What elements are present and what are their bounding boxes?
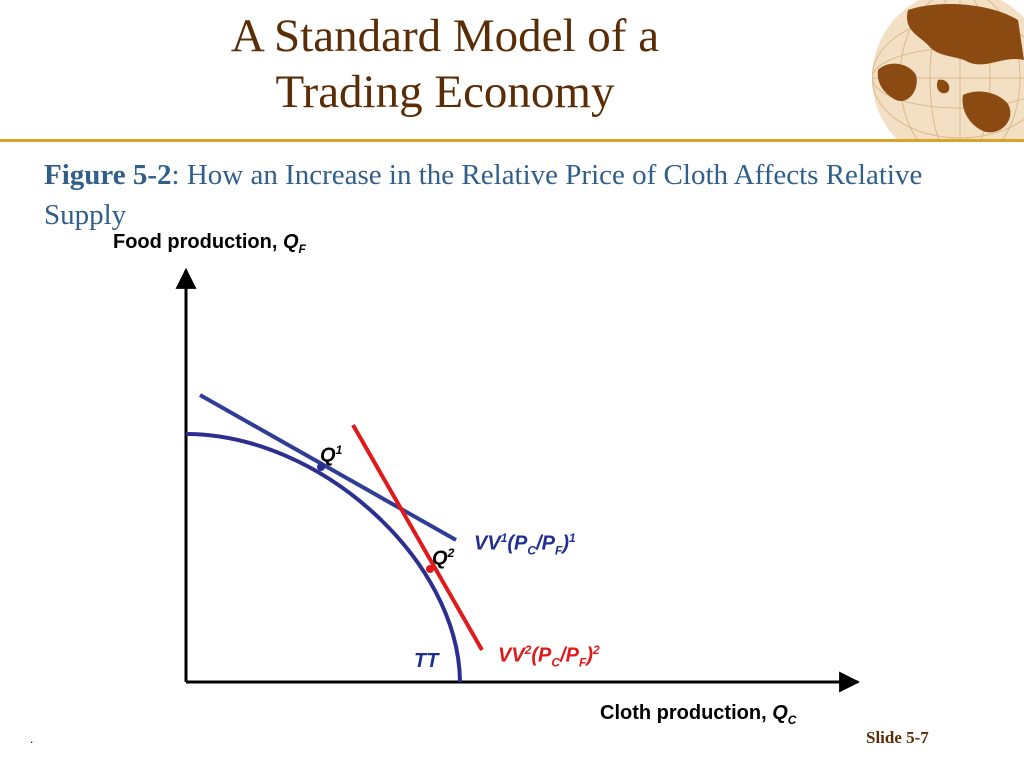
- vv1-line: [199, 393, 457, 542]
- figure-caption: Figure 5-2: How an Increase in the Relat…: [44, 155, 1004, 235]
- q2-point: [426, 565, 434, 573]
- tt-label: TT: [414, 650, 439, 672]
- slide-title: A Standard Model of a Trading Economy: [150, 8, 740, 120]
- q1-point: [317, 463, 325, 471]
- tt-curve: [185, 432, 462, 683]
- figure-description: : How an Increase in the Relative Price …: [44, 159, 923, 231]
- q2-label: Q2: [432, 546, 455, 570]
- q1-label: Q1: [320, 443, 343, 467]
- slide-title-line2: Trading Economy: [275, 66, 615, 118]
- x-axis-label: Cloth production, QC: [600, 702, 797, 727]
- slide-number: Slide 5-7: [866, 728, 929, 747]
- vv2-line: [351, 424, 484, 651]
- slide-title-line1: A Standard Model of a: [230, 10, 660, 62]
- vv1-label: VV1(PC/PF)1: [474, 531, 576, 558]
- globe-icon: [872, 0, 1024, 140]
- figure-number: Figure 5-2: [44, 159, 172, 191]
- footer-dot: .: [30, 732, 34, 746]
- title-divider: [0, 139, 1024, 142]
- y-axis-label: Food production, QF: [113, 231, 306, 256]
- vv2-label: VV2(PC/PF)2: [498, 643, 600, 670]
